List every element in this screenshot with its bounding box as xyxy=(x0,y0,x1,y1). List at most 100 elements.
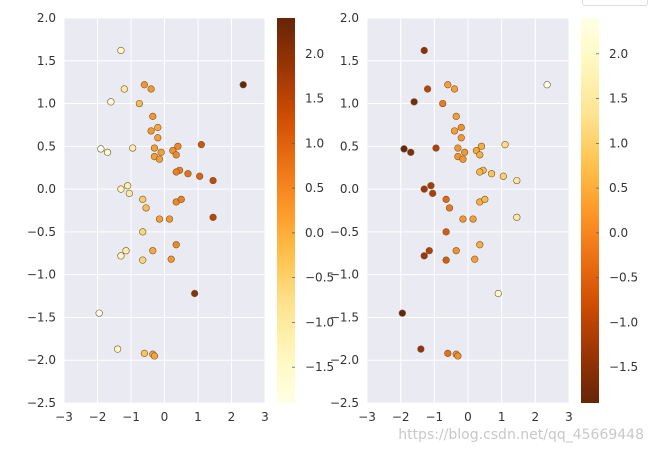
colorbar-1: 2.0 1.5 1.0 0.5 0.0 −0.5 −1.0 −1.5 xyxy=(277,18,334,403)
data-point xyxy=(155,155,164,163)
y-tick-label: −2.0 xyxy=(330,353,359,367)
data-point xyxy=(476,168,484,176)
data-point xyxy=(459,155,467,163)
data-point xyxy=(398,309,406,317)
data-point xyxy=(139,195,147,203)
data-point xyxy=(407,148,415,156)
data-point xyxy=(147,85,155,93)
colorbar-gradient xyxy=(581,18,599,403)
colorbar-tick-label: 0.0 xyxy=(305,226,324,240)
data-point xyxy=(150,144,159,152)
x-tick-label: 0 xyxy=(464,410,472,424)
data-point xyxy=(117,46,125,55)
data-point xyxy=(454,144,462,152)
data-point xyxy=(400,145,408,153)
data-point xyxy=(122,247,130,255)
colorbar-tick-label: 2.0 xyxy=(305,47,324,61)
y-tick-label: 2.0 xyxy=(340,11,359,25)
data-point xyxy=(172,241,180,249)
x-tick-label: −1 xyxy=(425,410,443,424)
data-point xyxy=(494,289,502,298)
data-point xyxy=(420,46,428,55)
data-point xyxy=(442,256,450,264)
data-point xyxy=(459,215,467,223)
colorbar-tick-label: 1.5 xyxy=(609,92,628,106)
data-point xyxy=(97,145,105,153)
x-tick-label: 2 xyxy=(532,410,540,424)
data-point xyxy=(452,112,460,120)
x-tick-label: −3 xyxy=(358,410,376,424)
data-point xyxy=(543,81,551,89)
colorbar-tick-label: −1.0 xyxy=(305,315,334,329)
colorbar-tick-label: 1.5 xyxy=(305,92,324,106)
data-point xyxy=(174,142,182,150)
y-tick-label: 0.0 xyxy=(340,182,359,196)
data-point xyxy=(191,289,199,298)
data-point xyxy=(142,204,150,212)
data-point xyxy=(513,213,521,221)
colorbar-tick-label: 1.0 xyxy=(305,136,324,150)
colorbar-tick-label: −1.5 xyxy=(305,360,334,374)
data-point xyxy=(117,185,125,193)
data-point xyxy=(149,112,157,120)
y-tick-label: −1.5 xyxy=(330,310,359,324)
colorbar-tick-label: 0.0 xyxy=(609,226,628,240)
data-point xyxy=(139,228,147,236)
x-tick-label: −3 xyxy=(55,410,73,424)
data-point xyxy=(154,134,162,142)
y-tick-label: −2.5 xyxy=(330,396,359,410)
y-tick-label: −0.5 xyxy=(330,225,359,239)
data-point xyxy=(239,81,247,89)
data-point xyxy=(429,189,437,197)
colorbar-tick-label: −0.5 xyxy=(305,271,334,285)
watermark: https://blog.csdn.net/qq_45669448 xyxy=(398,427,644,443)
data-point xyxy=(165,215,174,223)
data-point xyxy=(167,255,175,263)
data-point xyxy=(450,127,459,135)
y-tick-label: −2.5 xyxy=(27,396,56,410)
x-tick-label: −1 xyxy=(122,410,140,424)
data-point xyxy=(172,168,180,176)
data-point xyxy=(481,195,489,203)
y-tick-label: 1.0 xyxy=(37,97,56,111)
colorbar-tick-label: 0.5 xyxy=(305,181,324,195)
y-tick-label: −0.5 xyxy=(27,225,56,239)
y-tick-label: 1.0 xyxy=(340,97,359,111)
data-point xyxy=(135,99,143,108)
y-tick-label: 2.0 xyxy=(37,11,56,25)
data-point xyxy=(125,189,133,197)
data-point xyxy=(172,151,180,159)
data-point xyxy=(209,176,217,185)
colorbar-tick-label: −1.5 xyxy=(609,360,638,374)
x-tick-label: 1 xyxy=(498,410,506,424)
data-point xyxy=(147,127,155,135)
data-point xyxy=(501,141,509,149)
data-point xyxy=(140,81,148,89)
data-point xyxy=(450,85,459,93)
colorbar-tick-label: −1.0 xyxy=(609,315,638,329)
data-point xyxy=(432,144,440,152)
y-tick-label: 0.5 xyxy=(340,139,359,153)
data-point xyxy=(477,142,486,150)
x-tick-label: 2 xyxy=(228,410,236,424)
data-point xyxy=(476,151,484,159)
y-tick-label: −1.0 xyxy=(27,268,56,282)
toolbar-button[interactable] xyxy=(582,0,648,6)
data-point xyxy=(476,241,484,249)
data-point xyxy=(444,81,452,89)
data-point xyxy=(184,170,192,178)
data-point xyxy=(107,98,115,106)
data-point xyxy=(442,228,450,236)
data-point xyxy=(129,144,137,152)
data-point xyxy=(95,309,103,317)
data-point xyxy=(513,176,521,185)
colorbar-2: 2.0 1.5 1.0 0.5 0.0 −0.5 −1.0 −1.5 xyxy=(581,18,638,403)
data-point xyxy=(452,247,460,255)
colorbar-gradient xyxy=(277,18,295,403)
y-tick-label: −1.0 xyxy=(330,268,359,282)
data-point xyxy=(157,148,165,156)
data-point xyxy=(420,252,428,260)
data-point xyxy=(442,195,450,203)
y-tick-label: −2.0 xyxy=(27,353,56,367)
